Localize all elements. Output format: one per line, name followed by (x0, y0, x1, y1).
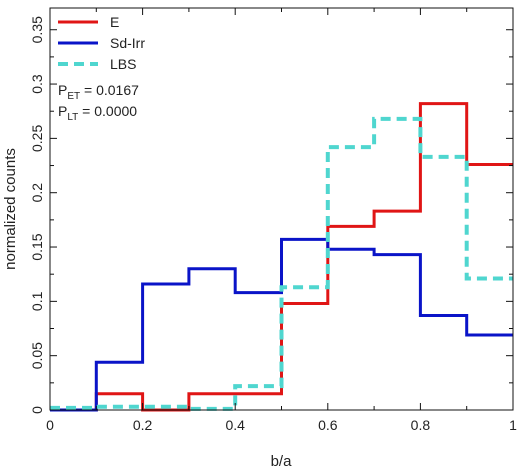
y-tick-label: 0 (29, 406, 45, 414)
x-tick-label: 0.2 (133, 417, 153, 433)
legend-label: E (110, 14, 119, 30)
x-axis-title: b/a (271, 453, 293, 470)
p-value-annotation: PET = 0.0167 (58, 82, 139, 102)
y-tick-label: 0.25 (29, 125, 45, 152)
x-tick-label: 0.6 (318, 417, 338, 433)
y-tick-label: 0.15 (29, 233, 45, 260)
x-tick-label: 0.4 (225, 417, 245, 433)
series-layer (50, 102, 513, 412)
y-tick-label: 0.1 (29, 291, 45, 311)
legend: E Sd-Irr LBS (58, 14, 145, 72)
x-axis: 0 0.2 0.4 0.6 0.8 1 (46, 8, 517, 433)
x-tick-label: 0 (46, 417, 54, 433)
legend-label: LBS (110, 56, 136, 72)
y-tick-label: 0.2 (29, 183, 45, 203)
y-axis: 0 0.05 0.1 0.15 0.2 0.25 0.3 0.35 (29, 16, 513, 414)
x-tick-label: 1 (509, 417, 517, 433)
y-tick-label: 0.05 (29, 342, 45, 369)
y-tick-label: 0.35 (29, 16, 45, 43)
y-tick-label: 0.3 (29, 74, 45, 94)
series-line-lbs (50, 116, 513, 411)
legend-label: Sd-Irr (110, 35, 145, 51)
series-line-sd-irr (50, 237, 513, 412)
x-tick-label: 0.8 (411, 417, 431, 433)
p-value-annotation: PLT = 0.0000 (58, 103, 137, 123)
y-axis-title: normalized counts (2, 148, 19, 270)
